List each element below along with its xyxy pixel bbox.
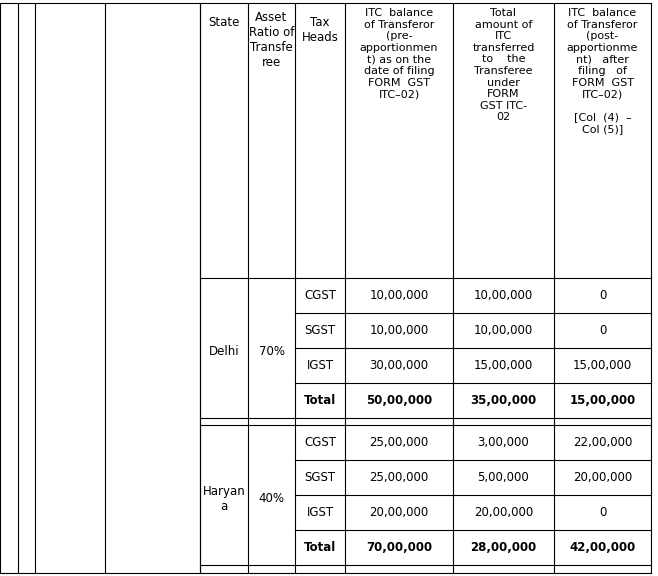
Text: 25,00,000: 25,00,000 <box>369 436 428 449</box>
Text: 0: 0 <box>599 506 606 519</box>
Text: 0: 0 <box>599 324 606 337</box>
Text: Total: Total <box>304 394 336 407</box>
Text: Tax
Heads: Tax Heads <box>301 16 338 44</box>
Text: 10,00,000: 10,00,000 <box>369 324 428 337</box>
Text: 10,00,000: 10,00,000 <box>474 289 533 302</box>
Text: 50,00,000: 50,00,000 <box>366 394 432 407</box>
Text: 42,00,000: 42,00,000 <box>569 541 636 554</box>
Text: 20,00,000: 20,00,000 <box>369 506 428 519</box>
Text: Total: Total <box>304 541 336 554</box>
Text: 28,00,000: 28,00,000 <box>470 541 537 554</box>
Text: 0: 0 <box>599 289 606 302</box>
Text: IGST: IGST <box>307 359 334 372</box>
Text: 30,00,000: 30,00,000 <box>369 359 428 372</box>
Text: Delhi: Delhi <box>209 345 240 358</box>
Text: Total
amount of
ITC
transferred
to    the
Transferee
under
FORM
GST ITC-
02: Total amount of ITC transferred to the T… <box>472 8 535 123</box>
Text: ITC  balance
of Transferor
(post-
apportionme
nt)   after
filing   of
FORM  GST
: ITC balance of Transferor (post- apporti… <box>567 8 638 134</box>
Text: State: State <box>209 16 240 29</box>
Text: 15,00,000: 15,00,000 <box>573 359 632 372</box>
Text: 40%: 40% <box>259 492 284 506</box>
Text: 15,00,000: 15,00,000 <box>474 359 533 372</box>
Text: 70%: 70% <box>259 345 284 358</box>
Text: 25,00,000: 25,00,000 <box>369 471 428 484</box>
Text: 5,00,000: 5,00,000 <box>478 471 530 484</box>
Text: 10,00,000: 10,00,000 <box>369 289 428 302</box>
Text: Haryan
a: Haryan a <box>203 485 245 513</box>
Text: 20,00,000: 20,00,000 <box>474 506 533 519</box>
Text: CGST: CGST <box>304 436 336 449</box>
Text: ITC  balance
of Transferor
(pre-
apportionmen
t) as on the
date of filing
FORM  : ITC balance of Transferor (pre- apportio… <box>360 8 438 99</box>
Text: 70,00,000: 70,00,000 <box>366 541 432 554</box>
Text: 10,00,000: 10,00,000 <box>474 324 533 337</box>
Text: 15,00,000: 15,00,000 <box>569 394 636 407</box>
Text: SGST: SGST <box>305 324 336 337</box>
Text: 22,00,000: 22,00,000 <box>573 436 632 449</box>
Text: CGST: CGST <box>304 289 336 302</box>
Text: Asset
Ratio of
Transfe
ree: Asset Ratio of Transfe ree <box>249 11 294 69</box>
Text: IGST: IGST <box>307 506 334 519</box>
Text: 3,00,000: 3,00,000 <box>478 436 530 449</box>
Text: 35,00,000: 35,00,000 <box>470 394 537 407</box>
Text: SGST: SGST <box>305 471 336 484</box>
Text: 20,00,000: 20,00,000 <box>573 471 632 484</box>
